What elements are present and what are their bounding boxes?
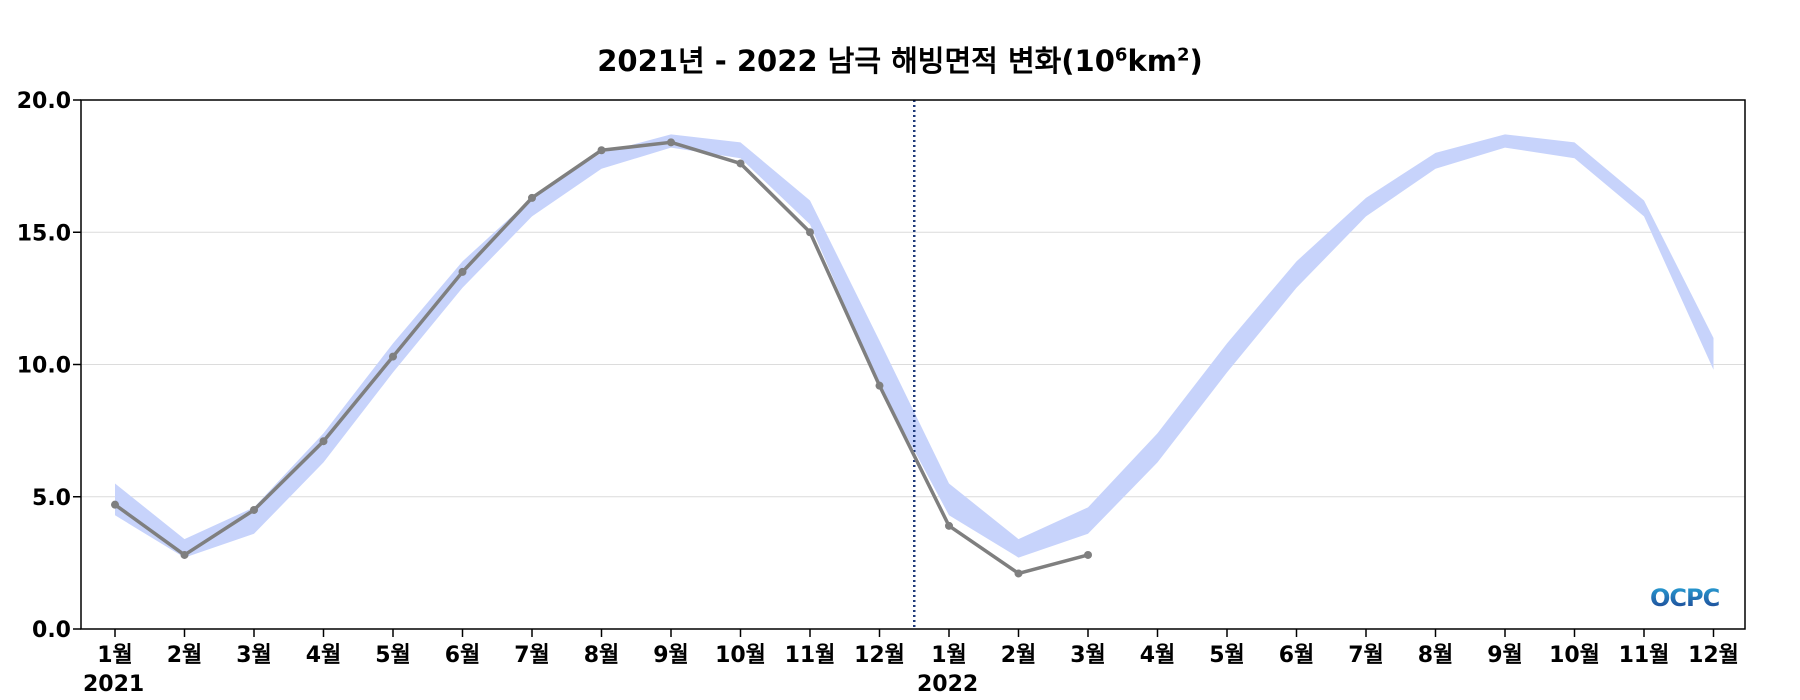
- y-tick-label: 0.0: [32, 618, 71, 643]
- x-tick-label: 1월: [931, 643, 967, 668]
- series-point: [389, 352, 397, 361]
- x-tick-label: 5월: [375, 643, 411, 668]
- x-tick-label: 7월: [1348, 643, 1384, 668]
- x-tick-label: 1월: [97, 643, 133, 668]
- series-point: [250, 505, 258, 514]
- y-tick-label: 15.0: [17, 221, 71, 246]
- x-tick-label: 6월: [445, 643, 481, 668]
- series-point: [945, 521, 953, 530]
- series-point: [875, 381, 884, 390]
- x-tick-label: 2월: [167, 643, 203, 668]
- y-tick-label: 10.0: [17, 354, 71, 379]
- x-tick-label: 12월: [854, 643, 905, 668]
- series-point: [806, 228, 814, 237]
- x-tick-label: 2월: [1001, 643, 1037, 668]
- year-label: 2021: [83, 672, 144, 697]
- x-tick-label: 11월: [785, 643, 836, 668]
- chart-title: 2021년 - 2022 남극 해빙면적 변화(106km2): [597, 44, 1203, 78]
- series-point: [1014, 569, 1023, 578]
- x-tick-label: 7월: [514, 643, 550, 668]
- x-tick-label: 12월: [1688, 643, 1739, 668]
- series-point: [1084, 550, 1092, 559]
- series-point: [597, 146, 606, 155]
- year-label: 2022: [917, 672, 978, 697]
- y-tick-label: 20.0: [17, 89, 71, 114]
- series-point: [667, 138, 675, 147]
- ocpc-logo: OCPC: [1650, 584, 1719, 612]
- logo-text: OCPC: [1650, 584, 1720, 612]
- series-point: [736, 159, 745, 168]
- x-tick-label: 3월: [236, 643, 272, 668]
- x-tick-label: 10월: [715, 643, 766, 668]
- series-point: [528, 193, 536, 202]
- x-tick-label: 4월: [306, 643, 342, 668]
- x-tick-label: 9월: [653, 643, 689, 668]
- x-tick-label: 5월: [1209, 643, 1245, 668]
- series-point: [319, 437, 328, 446]
- x-tick-label: 6월: [1279, 643, 1315, 668]
- x-tick-label: 8월: [584, 643, 620, 668]
- x-tick-label: 3월: [1070, 643, 1106, 668]
- x-tick-label: 4월: [1140, 643, 1176, 668]
- series-point: [180, 550, 189, 559]
- y-tick-label: 5.0: [32, 486, 71, 511]
- x-tick-label: 9월: [1487, 643, 1523, 668]
- series-point: [458, 267, 467, 276]
- x-tick-label: 11월: [1619, 643, 1670, 668]
- x-tick-label: 10월: [1549, 643, 1600, 668]
- x-tick-label: 8월: [1418, 643, 1454, 668]
- series-point: [111, 500, 119, 509]
